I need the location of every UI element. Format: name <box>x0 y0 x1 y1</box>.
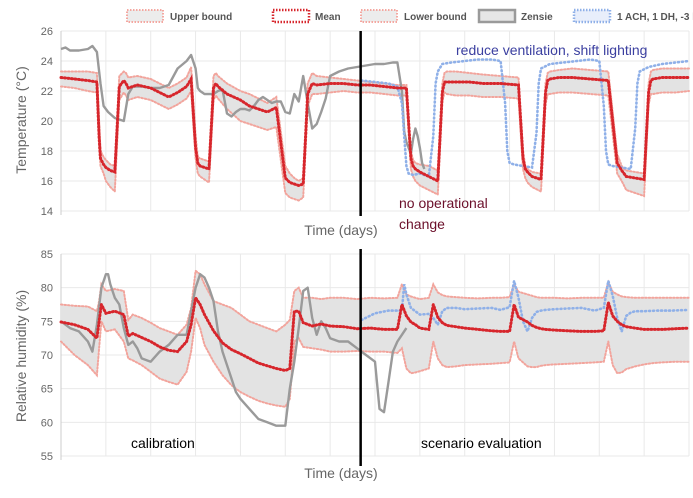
legend-label: Upper bound <box>170 12 232 23</box>
legend-label: Mean <box>315 12 341 23</box>
temperature-y-tick-label: 18 <box>41 146 53 158</box>
legend-item-mean: Mean <box>273 10 341 23</box>
humidity-y-tick-label: 80 <box>41 283 53 295</box>
legend-swatch <box>127 10 163 22</box>
temperature-y-tick-label: 24 <box>41 56 53 68</box>
legend-item-lower-bound: Lower bound <box>361 10 467 23</box>
humidity-x-axis-label: Time (days) <box>304 465 377 481</box>
legend-swatch <box>479 10 515 22</box>
legend-swatch <box>361 10 397 22</box>
annotation-calibration: calibration <box>131 435 195 451</box>
temperature-x-axis-label: Time (days) <box>304 222 377 238</box>
humidity-y-tick-label: 70 <box>41 350 53 362</box>
temperature-y-tick-label: 20 <box>41 116 53 128</box>
legend-label: 1 ACH, 1 DH, -3 hours <box>617 12 693 23</box>
legend-label: Lower bound <box>404 12 467 23</box>
temperature-y-tick-label: 14 <box>41 206 53 218</box>
humidity-y-tick-label: 85 <box>41 249 53 261</box>
temperature-y-tick-label: 16 <box>41 176 53 188</box>
temperature-y-tick-label: 26 <box>41 26 53 38</box>
legend-item-zensie: Zensie <box>479 10 553 23</box>
temperature-grid <box>61 31 689 215</box>
annotation-scenario-evaluation: scenario evaluation <box>421 435 542 451</box>
humidity-y-tick-label: 75 <box>41 316 53 328</box>
temperature-y-tick-label: 22 <box>41 86 53 98</box>
humidity-y-ticks: 55 60 65 70 75 80 85 <box>41 249 53 463</box>
humidity-y-tick-label: 65 <box>41 384 53 396</box>
legend-item-upper-bound: Upper bound <box>127 10 232 23</box>
annotation-no-change-line2: change <box>399 216 445 232</box>
annotation-scenario: reduce ventilation, shift lighting <box>456 42 647 58</box>
legend-swatch <box>273 10 309 22</box>
legend-label: Zensie <box>521 12 553 23</box>
humidity-panel: 55 60 65 70 75 80 85 Relative humidity (%) Tim… <box>13 249 689 481</box>
humidity-y-axis-label: Relative humidity (%) <box>13 290 29 422</box>
legend-swatch <box>574 10 610 22</box>
legend: Upper bound Mean Lower bound Zensie 1 ACH, 1… <box>127 10 693 23</box>
humidity-y-tick-label: 55 <box>41 451 53 463</box>
humidity-y-tick-label: 60 <box>41 417 53 429</box>
temperature-y-ticks: 14 16 18 20 22 24 26 <box>41 26 53 218</box>
legend-item-1-ach-1-dh-3-hours: 1 ACH, 1 DH, -3 hours <box>574 10 693 23</box>
annotation-no-change-line1: no operational <box>399 195 488 211</box>
temperature-y-axis-label: Temperature (°C) <box>13 66 29 174</box>
